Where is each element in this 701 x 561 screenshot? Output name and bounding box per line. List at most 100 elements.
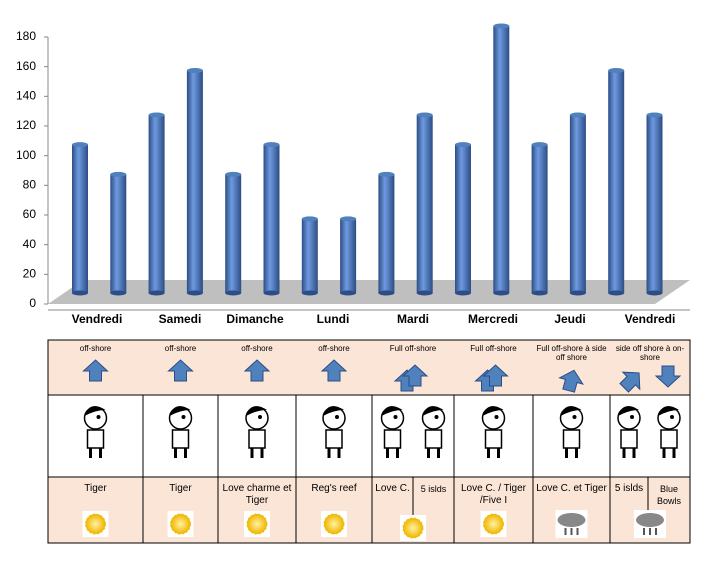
cartoon-face [421, 406, 446, 458]
bar [110, 171, 127, 296]
floor [48, 280, 690, 304]
bar [493, 23, 510, 296]
bar-body [110, 174, 127, 293]
wind-label: off-shore [318, 344, 350, 353]
bar-top [493, 23, 510, 29]
y-tick-label: 0 [29, 296, 36, 310]
legs [250, 448, 264, 458]
y-tick-label: 120 [16, 118, 36, 132]
bar-base [455, 290, 471, 296]
legs [327, 448, 341, 458]
bar-base [608, 290, 625, 296]
hair [618, 406, 639, 416]
spot-label: Tiger [169, 483, 192, 494]
bar [263, 142, 280, 296]
bar-top [646, 112, 663, 118]
hair [658, 406, 679, 416]
bar-top [531, 142, 548, 148]
cartoon-face [481, 406, 506, 458]
body [383, 429, 402, 449]
rain-cloud [557, 513, 586, 527]
bar-base [493, 290, 510, 296]
y-tick-label: 100 [16, 148, 36, 162]
bar-body [148, 115, 165, 293]
spot-label: Blue Bowls [656, 484, 681, 506]
x-tick-label: Dimanche [226, 312, 284, 326]
bar-body [225, 174, 242, 293]
bar-body [416, 115, 433, 293]
hair [169, 406, 191, 416]
body [171, 429, 190, 449]
bar-body [301, 218, 318, 293]
wind-label: Full off-shore à side off shore [536, 344, 607, 362]
bar-base [110, 290, 127, 296]
bar [301, 216, 318, 296]
bar-top [301, 216, 318, 222]
bar-top [455, 142, 471, 148]
bar-top [225, 171, 242, 177]
bar [455, 142, 471, 296]
body [620, 429, 638, 449]
body [484, 429, 503, 449]
eye [393, 415, 398, 419]
cartoon-face [245, 406, 269, 458]
wind-label: Full off-shore [470, 344, 517, 353]
bar [646, 112, 663, 296]
bar-top [416, 112, 433, 118]
hair [560, 406, 582, 416]
bar-top [110, 171, 127, 177]
cartoon-face [168, 406, 193, 458]
bar-body [186, 70, 203, 293]
body [562, 429, 581, 449]
wind-arrow [401, 364, 429, 387]
wind-label: Full off-shore [389, 344, 437, 353]
cartoon-face [322, 406, 346, 458]
bar-body [646, 115, 663, 293]
y-tick-label: 60 [23, 207, 37, 221]
table-row [47, 394, 691, 478]
bar-top [186, 68, 203, 73]
eye [335, 415, 339, 419]
bar-body [569, 115, 586, 293]
spot-label: Love charme et Tiger [222, 483, 292, 506]
wind-arrow [558, 369, 584, 393]
bar-top [340, 216, 357, 222]
wind-label: off-shore [164, 344, 197, 353]
bar-base [301, 290, 318, 296]
bar-body [378, 174, 395, 293]
eye [96, 415, 101, 419]
bar-base [646, 290, 663, 296]
body [86, 429, 105, 449]
bar [378, 171, 395, 296]
rain-drops [564, 528, 579, 535]
body [424, 429, 443, 449]
wind-label: off-shore [241, 344, 273, 353]
bar-body [608, 70, 625, 293]
bar-top [263, 142, 280, 148]
wind-arrow [619, 371, 641, 393]
y-tick-label: 160 [16, 59, 36, 73]
rain-drops [643, 528, 657, 535]
hair [381, 406, 403, 416]
bar-base [148, 290, 165, 296]
wind-arrow [243, 359, 271, 382]
bar-base [72, 290, 88, 296]
legs [427, 448, 440, 458]
wind-arrow [482, 364, 509, 387]
eye [670, 415, 674, 419]
bar-body [493, 26, 510, 293]
x-tick-label: Jeudi [554, 312, 585, 326]
wind-arrow [167, 359, 194, 382]
eye [181, 415, 186, 419]
sun-icon [402, 517, 424, 539]
legs [174, 448, 187, 458]
cartoon-face [559, 406, 584, 458]
bar-top [608, 68, 625, 73]
bar [225, 171, 242, 296]
bar-base [569, 290, 586, 296]
sun-icon [85, 513, 106, 535]
bar [72, 142, 88, 296]
legs [565, 448, 578, 458]
legs [487, 448, 500, 458]
